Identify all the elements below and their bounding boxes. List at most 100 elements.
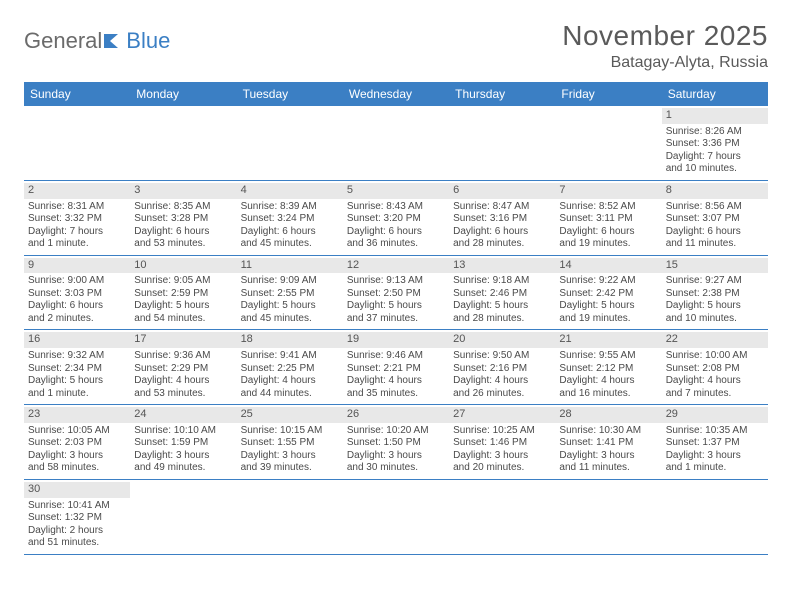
day-dl2: and 49 minutes. bbox=[134, 462, 232, 475]
day-number: 23 bbox=[24, 407, 130, 423]
day-cell: 22Sunrise: 10:00 AMSunset: 2:08 PMDaylig… bbox=[662, 330, 768, 404]
day-number: 3 bbox=[130, 183, 236, 199]
day-number: 21 bbox=[555, 332, 661, 348]
day-ss: Sunset: 2:46 PM bbox=[453, 288, 551, 301]
day-dl2: and 44 minutes. bbox=[241, 388, 339, 401]
day-dl2: and 51 minutes. bbox=[28, 537, 126, 550]
day-sr: Sunrise: 8:26 AM bbox=[666, 126, 764, 139]
day-number: 16 bbox=[24, 332, 130, 348]
day-number: 26 bbox=[343, 407, 449, 423]
day-dl1: Daylight: 6 hours bbox=[559, 226, 657, 239]
day-cell bbox=[343, 480, 449, 554]
day-ss: Sunset: 2:50 PM bbox=[347, 288, 445, 301]
day-dl1: Daylight: 6 hours bbox=[134, 226, 232, 239]
day-sr: Sunrise: 9:46 AM bbox=[347, 350, 445, 363]
day-dl2: and 58 minutes. bbox=[28, 462, 126, 475]
day-dl1: Daylight: 5 hours bbox=[559, 300, 657, 313]
day-cell bbox=[237, 480, 343, 554]
day-dl1: Daylight: 6 hours bbox=[347, 226, 445, 239]
day-dl2: and 7 minutes. bbox=[666, 388, 764, 401]
day-number: 8 bbox=[662, 183, 768, 199]
week-row: 9Sunrise: 9:00 AMSunset: 3:03 PMDaylight… bbox=[24, 256, 768, 331]
day-sr: Sunrise: 9:50 AM bbox=[453, 350, 551, 363]
day-dl2: and 11 minutes. bbox=[559, 462, 657, 475]
day-cell: 16Sunrise: 9:32 AMSunset: 2:34 PMDayligh… bbox=[24, 330, 130, 404]
weekday-sat: Saturday bbox=[662, 82, 768, 106]
day-cell: 17Sunrise: 9:36 AMSunset: 2:29 PMDayligh… bbox=[130, 330, 236, 404]
day-ss: Sunset: 2:42 PM bbox=[559, 288, 657, 301]
logo-text-2: Blue bbox=[126, 28, 170, 54]
day-dl1: Daylight: 2 hours bbox=[28, 525, 126, 538]
day-sr: Sunrise: 8:39 AM bbox=[241, 201, 339, 214]
day-dl1: Daylight: 4 hours bbox=[453, 375, 551, 388]
day-ss: Sunset: 3:11 PM bbox=[559, 213, 657, 226]
day-dl1: Daylight: 3 hours bbox=[559, 450, 657, 463]
day-sr: Sunrise: 9:55 AM bbox=[559, 350, 657, 363]
week-row: 30Sunrise: 10:41 AMSunset: 1:32 PMDaylig… bbox=[24, 480, 768, 555]
day-dl2: and 30 minutes. bbox=[347, 462, 445, 475]
day-number: 18 bbox=[237, 332, 343, 348]
day-sr: Sunrise: 8:56 AM bbox=[666, 201, 764, 214]
day-cell bbox=[130, 106, 236, 180]
day-dl1: Daylight: 3 hours bbox=[453, 450, 551, 463]
day-sr: Sunrise: 8:47 AM bbox=[453, 201, 551, 214]
day-ss: Sunset: 2:21 PM bbox=[347, 363, 445, 376]
day-dl2: and 37 minutes. bbox=[347, 313, 445, 326]
day-sr: Sunrise: 9:13 AM bbox=[347, 275, 445, 288]
day-ss: Sunset: 2:55 PM bbox=[241, 288, 339, 301]
day-sr: Sunrise: 10:41 AM bbox=[28, 500, 126, 513]
day-number: 1 bbox=[662, 108, 768, 124]
day-ss: Sunset: 2:25 PM bbox=[241, 363, 339, 376]
day-ss: Sunset: 3:24 PM bbox=[241, 213, 339, 226]
day-dl2: and 2 minutes. bbox=[28, 313, 126, 326]
day-number: 28 bbox=[555, 407, 661, 423]
day-ss: Sunset: 3:32 PM bbox=[28, 213, 126, 226]
weeks-container: 1Sunrise: 8:26 AMSunset: 3:36 PMDaylight… bbox=[24, 106, 768, 555]
day-number: 5 bbox=[343, 183, 449, 199]
day-cell: 30Sunrise: 10:41 AMSunset: 1:32 PMDaylig… bbox=[24, 480, 130, 554]
day-cell: 25Sunrise: 10:15 AMSunset: 1:55 PMDaylig… bbox=[237, 405, 343, 479]
day-cell: 23Sunrise: 10:05 AMSunset: 2:03 PMDaylig… bbox=[24, 405, 130, 479]
day-dl2: and 19 minutes. bbox=[559, 238, 657, 251]
day-dl2: and 1 minute. bbox=[28, 388, 126, 401]
day-dl1: Daylight: 4 hours bbox=[347, 375, 445, 388]
day-dl2: and 28 minutes. bbox=[453, 238, 551, 251]
calendar: Sunday Monday Tuesday Wednesday Thursday… bbox=[24, 82, 768, 555]
day-sr: Sunrise: 10:20 AM bbox=[347, 425, 445, 438]
weekday-thu: Thursday bbox=[449, 82, 555, 106]
day-number: 29 bbox=[662, 407, 768, 423]
day-cell: 4Sunrise: 8:39 AMSunset: 3:24 PMDaylight… bbox=[237, 181, 343, 255]
month-title: November 2025 bbox=[562, 20, 768, 52]
weekday-mon: Monday bbox=[130, 82, 236, 106]
day-dl1: Daylight: 5 hours bbox=[453, 300, 551, 313]
day-cell: 12Sunrise: 9:13 AMSunset: 2:50 PMDayligh… bbox=[343, 256, 449, 330]
day-dl2: and 36 minutes. bbox=[347, 238, 445, 251]
day-dl2: and 10 minutes. bbox=[666, 313, 764, 326]
day-number: 14 bbox=[555, 258, 661, 274]
day-cell: 21Sunrise: 9:55 AMSunset: 2:12 PMDayligh… bbox=[555, 330, 661, 404]
weekday-fri: Friday bbox=[555, 82, 661, 106]
day-ss: Sunset: 1:46 PM bbox=[453, 437, 551, 450]
day-ss: Sunset: 2:38 PM bbox=[666, 288, 764, 301]
day-sr: Sunrise: 10:10 AM bbox=[134, 425, 232, 438]
day-cell: 10Sunrise: 9:05 AMSunset: 2:59 PMDayligh… bbox=[130, 256, 236, 330]
day-ss: Sunset: 3:28 PM bbox=[134, 213, 232, 226]
day-number: 30 bbox=[24, 482, 130, 498]
day-sr: Sunrise: 9:27 AM bbox=[666, 275, 764, 288]
day-sr: Sunrise: 8:52 AM bbox=[559, 201, 657, 214]
day-ss: Sunset: 1:37 PM bbox=[666, 437, 764, 450]
day-dl1: Daylight: 5 hours bbox=[666, 300, 764, 313]
logo-text-1: General bbox=[24, 28, 102, 54]
day-cell: 18Sunrise: 9:41 AMSunset: 2:25 PMDayligh… bbox=[237, 330, 343, 404]
day-ss: Sunset: 2:08 PM bbox=[666, 363, 764, 376]
day-dl1: Daylight: 3 hours bbox=[28, 450, 126, 463]
day-dl2: and 16 minutes. bbox=[559, 388, 657, 401]
day-number: 2 bbox=[24, 183, 130, 199]
day-dl1: Daylight: 4 hours bbox=[559, 375, 657, 388]
day-dl2: and 11 minutes. bbox=[666, 238, 764, 251]
day-cell: 15Sunrise: 9:27 AMSunset: 2:38 PMDayligh… bbox=[662, 256, 768, 330]
day-cell: 26Sunrise: 10:20 AMSunset: 1:50 PMDaylig… bbox=[343, 405, 449, 479]
day-number: 7 bbox=[555, 183, 661, 199]
day-sr: Sunrise: 9:00 AM bbox=[28, 275, 126, 288]
day-dl1: Daylight: 3 hours bbox=[666, 450, 764, 463]
